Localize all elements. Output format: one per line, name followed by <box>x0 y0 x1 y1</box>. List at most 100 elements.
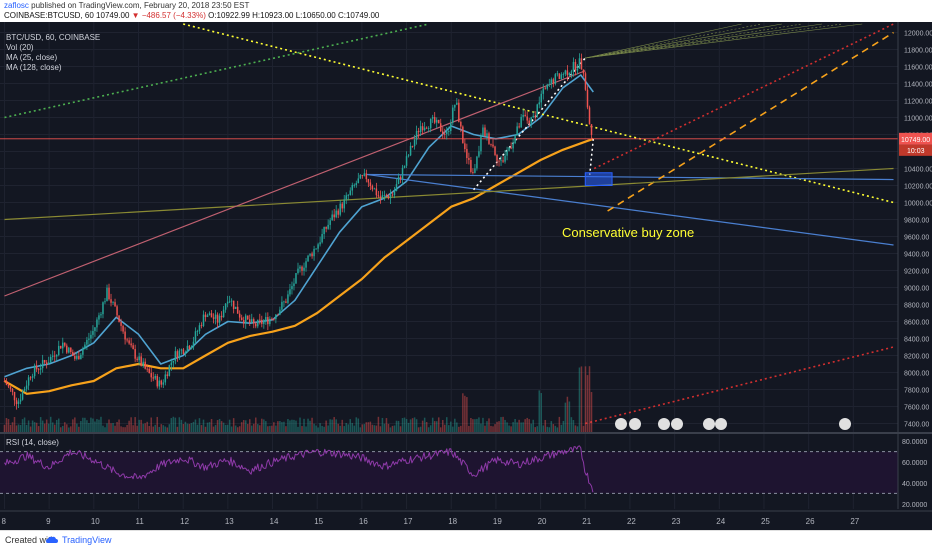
volume-bar <box>190 423 193 432</box>
candle-body <box>184 352 187 354</box>
volume-bar <box>486 421 488 432</box>
time-tick-label: 21 <box>582 517 591 526</box>
candle-body <box>397 177 400 185</box>
event-icon[interactable] <box>715 418 727 430</box>
candle-body <box>112 302 114 303</box>
volume-bar <box>146 421 148 432</box>
volume-bar <box>399 426 402 432</box>
trendline-pink-ray[interactable] <box>4 70 586 297</box>
candle-body <box>110 299 112 303</box>
event-icon[interactable] <box>839 418 851 430</box>
volume-bar <box>198 418 201 432</box>
trendline-pitch-red-upper[interactable] <box>593 23 894 170</box>
candle-body <box>3 381 6 382</box>
author-link[interactable]: zaflosc <box>4 1 29 10</box>
volume-bar <box>5 418 8 432</box>
legend-vol[interactable]: Vol (20) <box>6 43 34 52</box>
volume-bar <box>496 421 498 432</box>
tradingview-link[interactable]: TradingView <box>62 535 112 545</box>
trendline-olive-channel[interactable] <box>4 167 894 221</box>
volume-bar <box>287 418 289 432</box>
volume-bar <box>64 422 66 432</box>
candle-body <box>530 117 532 124</box>
candle-body <box>488 133 490 144</box>
price-tick-label: 8200.00 <box>904 354 929 361</box>
buy-zone-box[interactable] <box>584 172 613 186</box>
candle-body <box>351 185 354 191</box>
volume-bar <box>285 426 287 432</box>
candle-body <box>255 323 257 327</box>
candle-body <box>478 151 480 157</box>
candle-body <box>446 131 448 135</box>
volume-bar <box>84 417 86 432</box>
candle-body <box>154 375 157 379</box>
volume-bar <box>327 425 329 432</box>
volume-bar <box>242 420 245 432</box>
volume-bar <box>31 420 34 432</box>
volume-bar <box>534 427 536 432</box>
volume-bar <box>313 423 315 432</box>
candle-body <box>500 160 502 162</box>
volume-bar <box>49 416 52 432</box>
volume-bar <box>257 424 259 432</box>
volume-bar <box>337 423 339 432</box>
time-tick-label: 24 <box>716 517 725 526</box>
candle-body <box>377 195 380 197</box>
event-icon[interactable] <box>671 418 683 430</box>
volume-bar <box>180 419 183 432</box>
candle-body <box>33 365 36 377</box>
trendline-support-2[interactable] <box>366 173 894 246</box>
volume-bar <box>439 427 442 432</box>
event-icon[interactable] <box>615 418 627 430</box>
volume-bar <box>470 417 472 432</box>
candle-body <box>331 214 333 221</box>
candle-body <box>572 61 575 72</box>
candle-body <box>41 360 44 369</box>
candle-body <box>504 155 506 162</box>
volume-bar <box>351 422 354 432</box>
last-price-label: 10749.00 <box>901 137 930 144</box>
event-icon[interactable] <box>658 418 670 430</box>
candle-body <box>53 355 56 357</box>
volume-bar <box>267 426 269 432</box>
grid <box>0 22 898 509</box>
volume-bar <box>218 418 221 432</box>
volume-bar <box>446 417 448 432</box>
trendline-pitch-upper[interactable] <box>607 31 894 212</box>
event-markers <box>615 418 851 430</box>
time-tick-label: 13 <box>225 517 234 526</box>
volume-bar <box>43 423 46 432</box>
volume-bar <box>576 426 579 432</box>
volume-bar <box>106 423 108 432</box>
volume-bar <box>132 425 134 432</box>
candle-body <box>421 126 424 131</box>
candle-body <box>166 374 169 376</box>
trendline-support-1[interactable] <box>366 173 894 181</box>
rsi-label[interactable]: RSI (14, close) <box>6 438 59 447</box>
volume-bar <box>142 423 144 432</box>
candle-body <box>275 314 277 320</box>
volume-bar <box>15 425 18 432</box>
volume-bar <box>437 417 440 432</box>
projection-line[interactable] <box>588 138 595 175</box>
legend-ma25[interactable]: MA (25, close) <box>6 53 57 62</box>
candle-body <box>132 345 134 350</box>
candle-body <box>385 194 388 196</box>
volume-bar <box>369 421 372 432</box>
volume-bar <box>590 392 593 432</box>
candle-body <box>114 302 116 307</box>
volume-bar <box>37 426 40 432</box>
price-chart[interactable]: 7400.00 7600.00 7800.00 8000.00 8200.00 8400.… <box>0 22 932 530</box>
event-icon[interactable] <box>703 418 715 430</box>
volume-bar <box>311 417 313 432</box>
event-icon[interactable] <box>629 418 641 430</box>
last-value-text: 10749.00 <box>96 11 130 20</box>
volume-bar <box>78 426 80 432</box>
volume-bar <box>464 395 466 432</box>
candle-body <box>494 146 496 155</box>
legend-ma128[interactable]: MA (128, close) <box>6 63 62 72</box>
price-tick-label: 12000.00 <box>904 31 932 38</box>
candle-body <box>148 368 150 374</box>
volume-bar <box>359 427 362 432</box>
candle-body <box>283 301 285 303</box>
